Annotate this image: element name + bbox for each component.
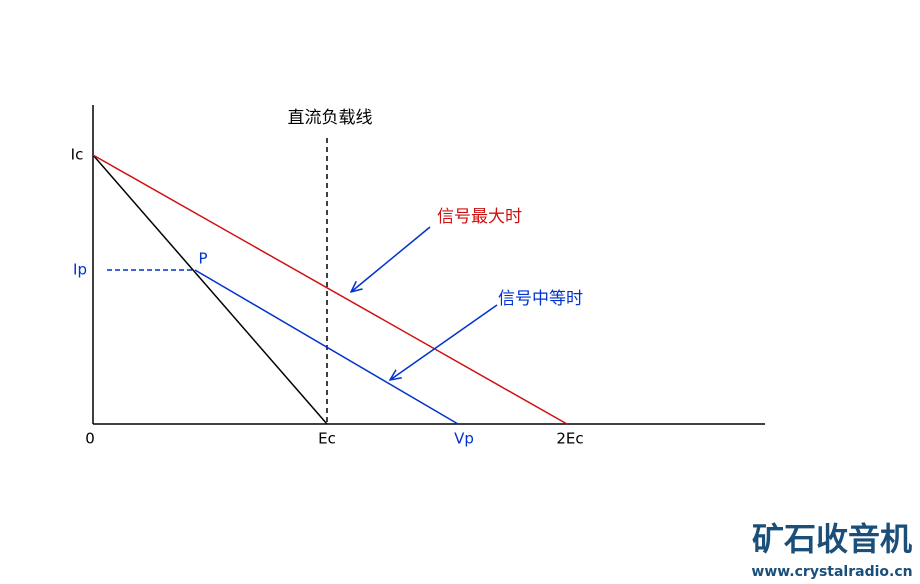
mid-signal-label: 信号中等时	[498, 289, 583, 309]
red-load-line	[92, 154, 568, 425]
ec-label: Ec	[318, 430, 336, 448]
dc-load-line-label: 直流负载线	[288, 108, 373, 128]
watermark-title: 矿石收音机	[752, 520, 912, 558]
black-load-line	[92, 154, 328, 425]
ic-label: Ic	[71, 146, 84, 164]
blue-load-line	[194, 269, 459, 425]
two-ec-label: 2Ec	[556, 430, 583, 448]
arrow-mid	[390, 304, 498, 380]
origin-label: 0	[85, 430, 95, 448]
watermark-url: www.crystalradio.cn	[751, 564, 912, 580]
point-label: P	[198, 250, 207, 268]
ip-label: Ip	[73, 261, 87, 279]
max-signal-label: 信号最大时	[437, 207, 522, 227]
vp-label: Vp	[454, 430, 474, 448]
arrow-max	[351, 226, 431, 292]
